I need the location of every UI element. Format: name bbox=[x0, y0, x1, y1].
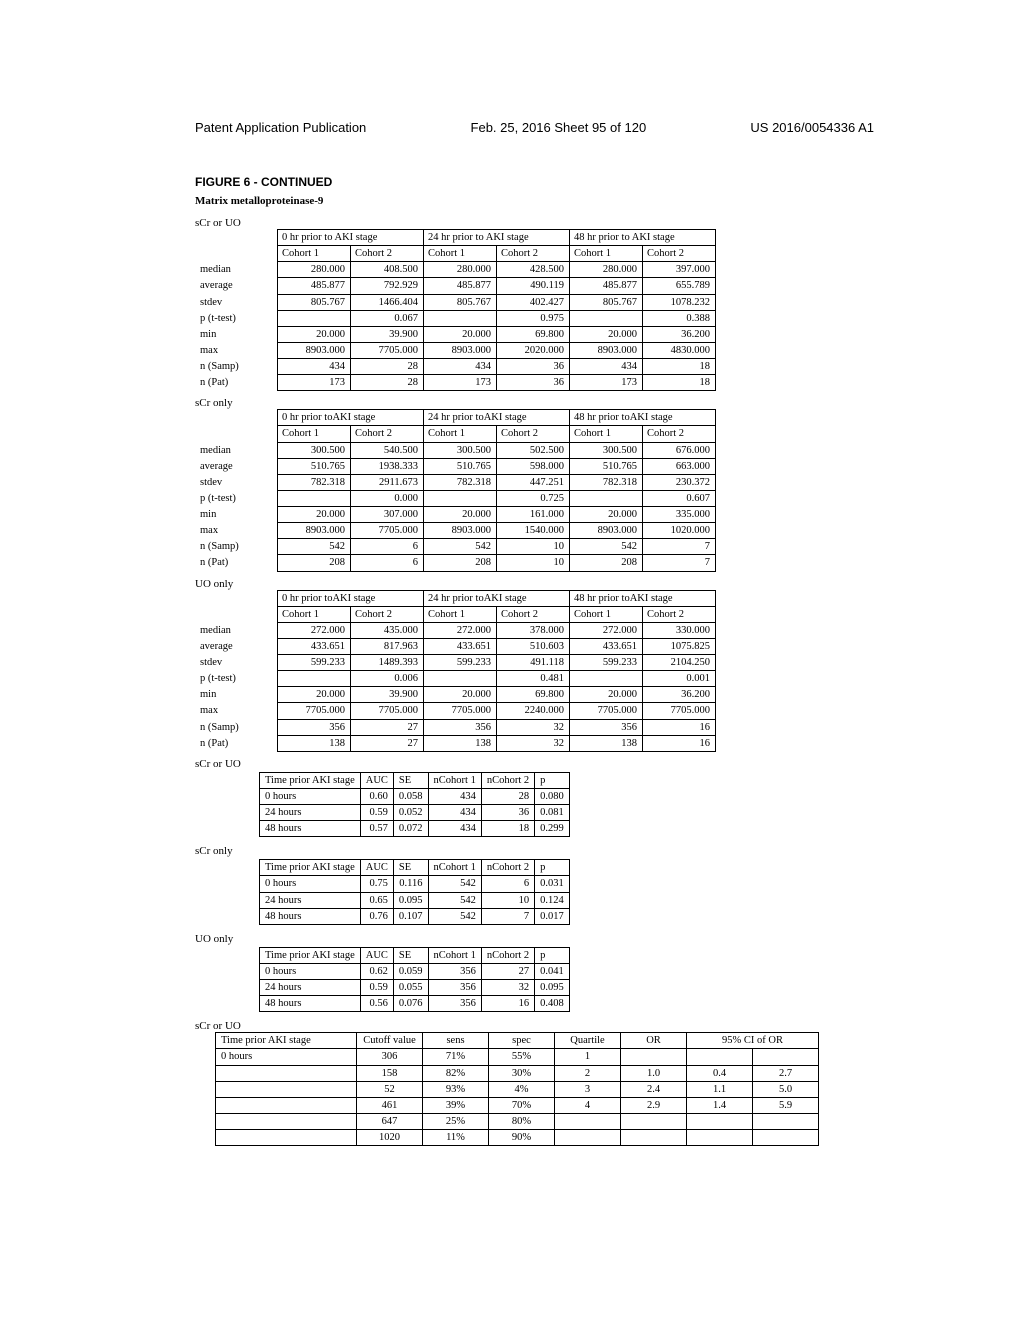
auc-table-2: Time prior AKI stageAUCSEnCohort 1nCohor… bbox=[259, 859, 570, 925]
cutoff-table: Time prior AKI stageCutoff valuesensspec… bbox=[215, 1032, 819, 1146]
label-scr-or-uo: sCr or UO bbox=[195, 217, 874, 229]
patent-header: Patent Application Publication Feb. 25, … bbox=[195, 120, 874, 135]
header-left: Patent Application Publication bbox=[195, 120, 366, 135]
stats-table-3: 0 hr prior toAKI stage 24 hr prior toAKI… bbox=[195, 590, 716, 752]
auc-table-1: Time prior AKI stageAUCSEnCohort 1nCohor… bbox=[259, 772, 570, 838]
header-right: US 2016/0054336 A1 bbox=[750, 120, 874, 135]
header-mid: Feb. 25, 2016 Sheet 95 of 120 bbox=[471, 120, 647, 135]
label-scr-or-uo-2: sCr or UO bbox=[195, 758, 874, 770]
label-uo-only: UO only bbox=[195, 578, 874, 590]
auc-table-3: Time prior AKI stageAUCSEnCohort 1nCohor… bbox=[259, 947, 570, 1013]
label-scr-or-uo-3: sCr or UO bbox=[195, 1020, 874, 1032]
subtitle: Matrix metalloproteinase-9 bbox=[195, 195, 874, 207]
label-scr-only-2: sCr only bbox=[195, 845, 874, 857]
label-uo-only-2: UO only bbox=[195, 933, 874, 945]
figure-title: FIGURE 6 - CONTINUED bbox=[195, 175, 874, 189]
stats-table-2: 0 hr prior toAKI stage 24 hr prior toAKI… bbox=[195, 409, 716, 571]
label-scr-only: sCr only bbox=[195, 397, 874, 409]
stats-table-1: 0 hr prior to AKI stage 24 hr prior to A… bbox=[195, 229, 716, 391]
